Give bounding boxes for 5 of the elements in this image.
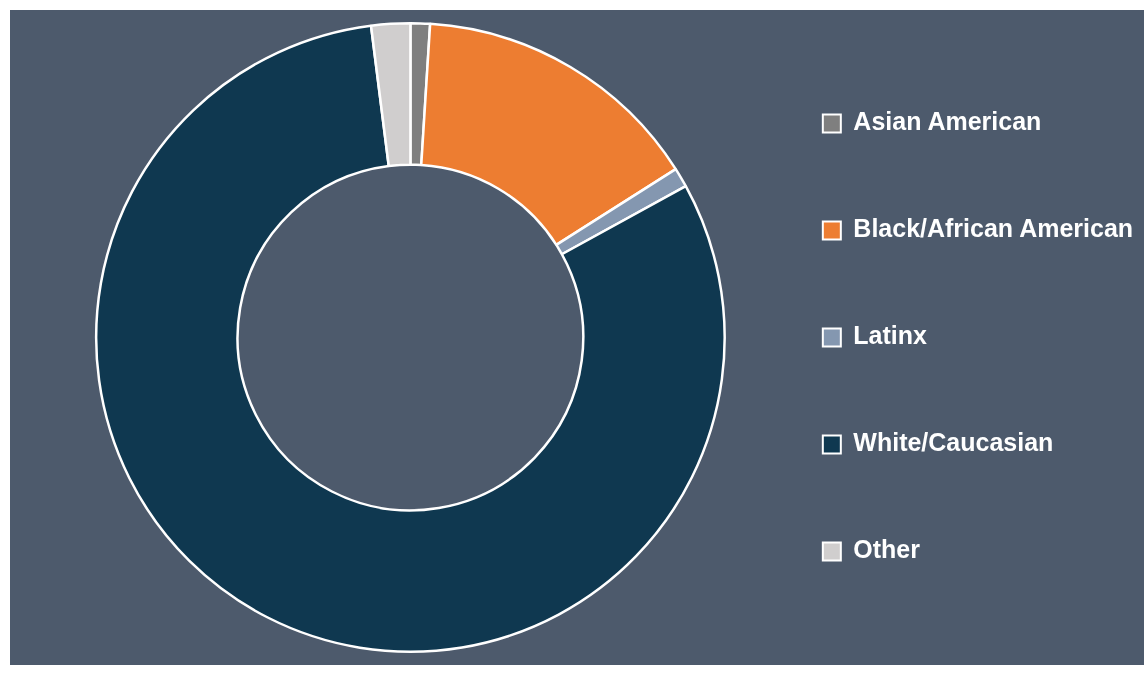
legend-label: Other [853,535,921,564]
legend-label: Black/African American [853,214,1134,243]
legend-label: Asian American [853,107,1042,136]
legend-label: White/Caucasian [853,428,1054,457]
legend-label: Latinx [853,321,928,350]
